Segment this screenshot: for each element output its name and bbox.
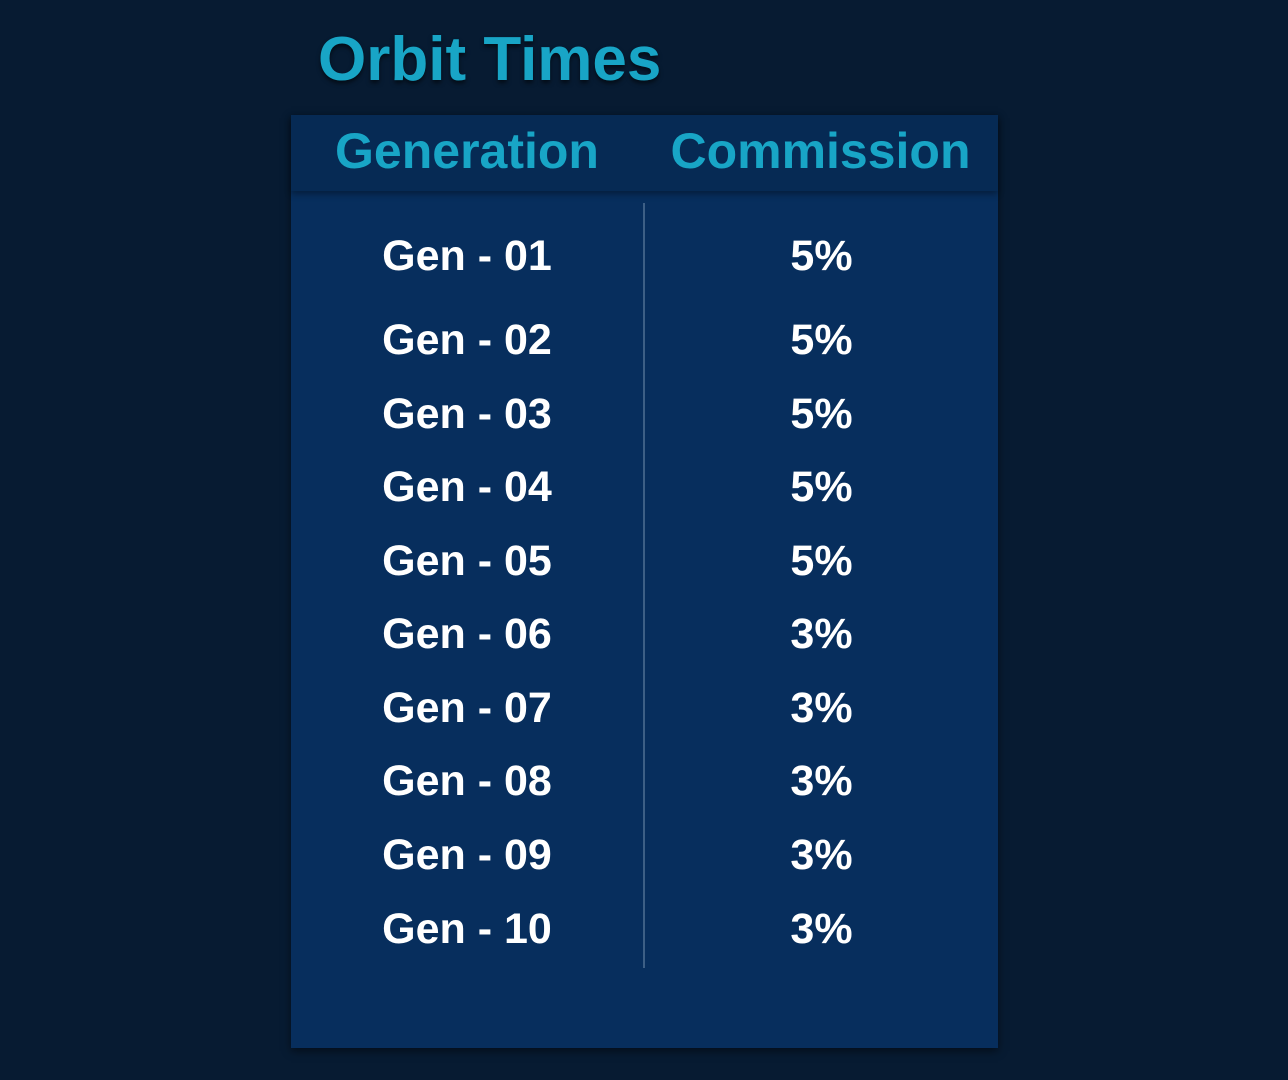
row-7-commission: 3%: [790, 684, 853, 732]
row-2-commission: 5%: [790, 316, 853, 364]
row-9-generation: Gen - 09: [382, 831, 552, 879]
page-title: Orbit Times: [318, 25, 662, 94]
row-4-commission: 5%: [790, 463, 853, 511]
row-7-generation: Gen - 07: [382, 684, 552, 732]
row-8-commission: 3%: [790, 757, 853, 805]
row-2-generation: Gen - 02: [382, 316, 552, 364]
header-generation: Generation: [335, 123, 599, 179]
row-4-generation: Gen - 04: [382, 463, 552, 511]
row-8-generation: Gen - 08: [382, 757, 552, 805]
row-3-commission: 5%: [790, 390, 853, 438]
commission-table: Generation Commission Gen - 01 5% Gen - …: [291, 115, 998, 1048]
table-header: Generation Commission: [291, 115, 998, 191]
row-1-generation: Gen - 01: [382, 232, 552, 280]
row-10-commission: 3%: [790, 905, 853, 953]
row-3-generation: Gen - 03: [382, 390, 552, 438]
header-commission: Commission: [670, 123, 971, 179]
row-6-generation: Gen - 06: [382, 610, 552, 658]
row-5-commission: 5%: [790, 537, 853, 585]
row-1-commission: 5%: [790, 232, 853, 280]
row-6-commission: 3%: [790, 610, 853, 658]
column-divider: [643, 203, 645, 968]
row-5-generation: Gen - 05: [382, 537, 552, 585]
row-10-generation: Gen - 10: [382, 905, 552, 953]
row-9-commission: 3%: [790, 831, 853, 879]
